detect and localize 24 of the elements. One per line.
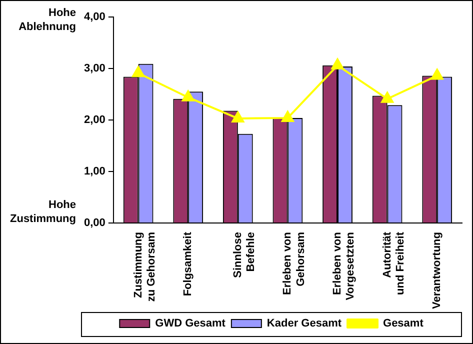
x-tick-label: Folgsamkeit	[182, 232, 194, 296]
point	[232, 111, 244, 122]
legend-label: Gesamt	[383, 318, 424, 330]
text: Hohe Ablehnung	[18, 7, 76, 34]
y-tick-label: 1,00	[84, 166, 106, 178]
x-tick-label: Autorität und Freiheit	[381, 232, 407, 295]
x-tick-label: Erleben von Gehorsam	[282, 232, 307, 295]
x-tick-label: Verantwortung	[431, 232, 444, 310]
y-tick-label: 2,00	[84, 114, 106, 126]
point	[331, 58, 344, 70]
legend-label: Kader Gesamt	[266, 318, 342, 330]
point	[182, 90, 194, 102]
point	[430, 68, 444, 80]
x-tick-label: Sinnlose Befehle	[232, 232, 258, 278]
y-tick-label: 3,00	[84, 62, 106, 75]
x-tick-label: Zustimmung zu Gehorsam	[132, 232, 158, 302]
y-tick-label: 0,00	[84, 217, 106, 230]
x-tick-label: Erleben von Vorgesetzten	[332, 232, 357, 300]
y-tick-label: 4,00	[84, 11, 106, 24]
text: Hohe Zustimmung	[10, 199, 76, 226]
point	[282, 110, 294, 122]
point	[381, 92, 394, 103]
legend-label: GWD Gesamt	[155, 318, 226, 330]
point	[132, 66, 145, 78]
